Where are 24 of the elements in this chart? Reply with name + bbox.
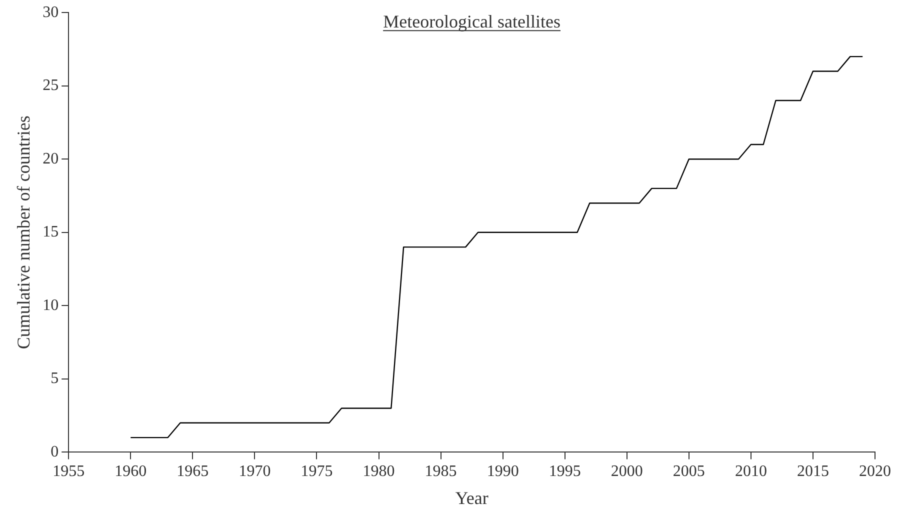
chart-title: Meteorological satellites [383, 12, 561, 32]
y-tick-label: 0 [50, 443, 59, 460]
y-tick-label: 20 [42, 150, 59, 168]
y-tick-label: 25 [42, 77, 59, 94]
y-tick-label: 30 [42, 4, 59, 21]
x-tick-label: 2020 [859, 463, 891, 480]
x-tick-label: 1985 [424, 463, 457, 480]
x-tick-label: 1960 [114, 463, 147, 480]
x-tick-label: 1965 [176, 463, 209, 480]
x-tick-label: 1980 [362, 463, 395, 480]
y-tick-label: 10 [42, 296, 59, 314]
x-axis-title: Year [455, 488, 488, 508]
x-tick-label: 1975 [300, 463, 333, 480]
x-tick-label: 1995 [548, 463, 581, 480]
y-tick-label: 15 [42, 224, 59, 241]
x-tick-label: 2010 [734, 463, 767, 480]
x-tick-label: 2005 [672, 463, 705, 480]
x-tick-label: 1955 [52, 463, 85, 480]
y-tick-label: 5 [50, 370, 59, 388]
x-tick-label: 1970 [238, 463, 271, 480]
x-tick-label: 1990 [486, 463, 519, 480]
x-tick-label: 2015 [796, 463, 829, 480]
y-axis-title: Cumulative number of countries [14, 116, 34, 350]
x-tick-label: 2000 [610, 463, 643, 480]
